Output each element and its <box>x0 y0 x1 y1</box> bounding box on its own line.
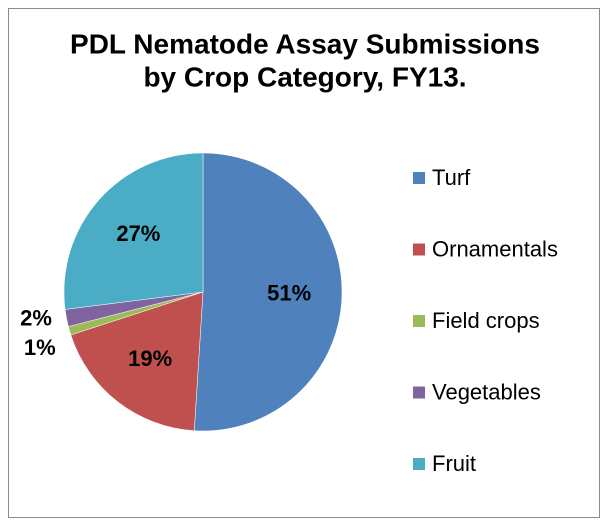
legend-label: Ornamentals <box>432 236 558 261</box>
data-label: 19% <box>128 346 172 371</box>
legend-label: Field crops <box>432 308 540 333</box>
pie-slice <box>70 291 204 431</box>
data-label: 27% <box>116 221 160 246</box>
pie-slice <box>194 152 343 432</box>
legend-label: Fruit <box>432 451 476 476</box>
legend-swatch <box>413 172 425 184</box>
legend-swatch <box>413 243 425 256</box>
legend-label: Vegetables <box>432 379 541 404</box>
data-label: 1% <box>24 335 56 360</box>
chart-title: PDL Nematode Assay Submissions <box>70 28 540 59</box>
legend-label: Turf <box>432 165 471 190</box>
pie-slice <box>63 152 204 310</box>
data-label: 2% <box>20 306 52 331</box>
data-label: 51% <box>267 281 311 306</box>
legend-swatch <box>413 315 425 327</box>
legend-swatch <box>413 458 425 470</box>
chart-title: by Crop Category, FY13. <box>143 61 466 92</box>
legend-swatch <box>413 386 425 399</box>
